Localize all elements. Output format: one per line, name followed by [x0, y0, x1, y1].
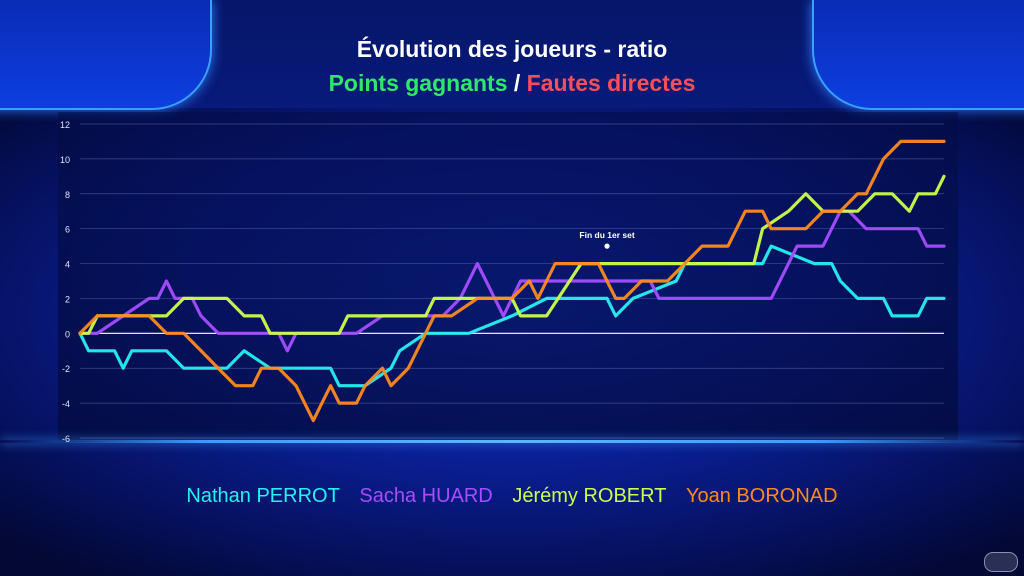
subtitle-separator: / — [507, 70, 527, 96]
y-tick-label: 4 — [65, 260, 70, 270]
legend-item-yoan-boronad: Yoan BORONAD — [686, 485, 838, 507]
legend-item-sacha-huard: Sacha HUARD — [359, 485, 493, 507]
annotation-label: Fin du 1er set — [579, 230, 634, 240]
header-tab-left — [0, 0, 212, 110]
glow-divider — [0, 440, 1024, 443]
y-tick-label: -4 — [62, 399, 70, 409]
header-tab-right — [812, 0, 1024, 110]
series-line-4 — [78, 139, 946, 423]
plot-panel — [58, 112, 958, 442]
chart-subtitle: Points gagnants / Fautes directes — [0, 70, 1024, 97]
y-tick-label: 8 — [65, 190, 70, 200]
subtitle-fautes-directes: Fautes directes — [526, 70, 696, 96]
y-tick-label: 10 — [60, 155, 70, 165]
y-tick-label: 12 — [60, 120, 70, 130]
y-tick-label: 2 — [65, 294, 70, 304]
y-tick-label: 6 — [65, 225, 70, 235]
legend-item-nathan-perrot: Nathan PERROT — [186, 485, 340, 507]
series-line-3 — [78, 174, 946, 335]
channel-logo — [984, 552, 1018, 572]
legend-item-jeremy-robert: Jérémy ROBERT — [512, 485, 667, 507]
y-tick-label: -2 — [62, 364, 70, 374]
subtitle-points-gagnants: Points gagnants — [328, 70, 508, 96]
legend: Nathan PERROT Sacha HUARD Jérémy ROBERT … — [0, 485, 1024, 508]
chart-title: Évolution des joueurs - ratio — [356, 36, 668, 62]
y-tick-label: -6 — [62, 434, 70, 444]
y-tick-label: 0 — [65, 329, 70, 339]
series-line-1 — [78, 244, 946, 388]
series-line-2 — [78, 209, 946, 353]
annotation-marker — [604, 243, 610, 249]
